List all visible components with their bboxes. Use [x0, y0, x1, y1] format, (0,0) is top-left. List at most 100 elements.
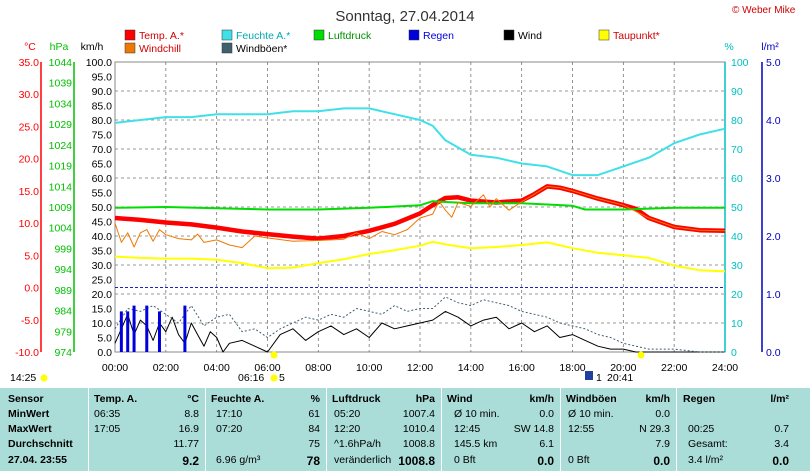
windboeen-time: Ø 10 min.	[568, 408, 614, 420]
feuchte-time: 6.96 g/m³	[216, 454, 261, 466]
sunrise-time-label: 06:16	[238, 372, 264, 384]
rain-bar	[119, 311, 123, 352]
x-tick-label: 20:00	[610, 362, 636, 374]
series-line-wind	[114, 310, 725, 353]
temp-time: 17:05	[94, 423, 121, 435]
percent-tick-label: 60	[731, 173, 743, 185]
windboeen-value: N 29.3	[639, 423, 670, 435]
luftdruck-value: 1008.8	[402, 438, 435, 450]
feuchte-value: 61	[308, 408, 320, 420]
kmh-tick-label: 20.0	[92, 289, 113, 301]
moon-phase-label: 5	[279, 372, 285, 384]
hpa-tick-label: 1029	[49, 119, 73, 131]
hpa-tick-label: 989	[54, 285, 72, 297]
kmh-tick-label: 65.0	[92, 159, 113, 171]
celsius-tick-label: 5.0	[24, 250, 39, 262]
row-label: MaxWert	[8, 423, 52, 435]
hpa-tick-label: 1044	[49, 57, 73, 69]
wind-time: Ø 10 min.	[454, 408, 500, 420]
sunset-icon	[637, 351, 645, 359]
percent-tick-label: 70	[731, 144, 743, 156]
kmh-tick-label: 0.0	[97, 347, 112, 359]
legend-swatch	[221, 42, 233, 54]
temp-value: 9.2	[182, 454, 199, 468]
rain-bar	[126, 311, 130, 352]
percent-tick-label: 50	[731, 202, 743, 214]
statistics-table	[0, 388, 810, 471]
sun-icon	[40, 374, 48, 382]
celsius-tick-label: -5.0	[21, 315, 39, 327]
luftdruck-time: 05:20	[334, 408, 361, 420]
windboeen-time: 12:55	[568, 423, 595, 435]
kmh-tick-label: 10.0	[92, 318, 113, 330]
header-luftdruck-unit: hPa	[415, 393, 435, 405]
rain-tick-label: 1.0	[766, 289, 781, 301]
x-tick-label: 06:00	[254, 362, 280, 374]
x-tick-label: 10:00	[356, 362, 382, 374]
kmh-tick-label: 35.0	[92, 246, 113, 258]
moonrise-marker-label: 1	[596, 372, 602, 384]
regen-value: 0.7	[774, 423, 789, 435]
header-wind-unit: km/h	[529, 393, 554, 405]
celsius-tick-label: 15.0	[19, 186, 40, 198]
series-line-windchill	[114, 185, 726, 249]
x-tick-label: 04:00	[204, 362, 230, 374]
series-line-feuchte-a	[114, 107, 726, 177]
hpa-tick-label: 994	[54, 264, 72, 276]
header-windboeen-unit: km/h	[645, 393, 670, 405]
sunrise-icon	[270, 351, 278, 359]
legend-swatch	[408, 29, 420, 41]
column-separator	[88, 388, 89, 471]
hpa-tick-label: 984	[54, 306, 72, 318]
kmh-tick-label: 70.0	[92, 144, 113, 156]
wind-value: 0.0	[537, 454, 554, 468]
rain-tick-label: 5.0	[766, 57, 781, 69]
kmh-tick-label: 45.0	[92, 217, 113, 229]
wind-value: 0.0	[539, 408, 554, 420]
wind-value: 6.1	[539, 438, 554, 450]
kmh-tick-label: 40.0	[92, 231, 113, 243]
percent-tick-label: 80	[731, 115, 743, 127]
x-tick-label: 00:00	[102, 362, 128, 374]
hpa-tick-label: 979	[54, 326, 72, 338]
rain-tick-label: 4.0	[766, 115, 781, 127]
kmh-tick-label: 100.0	[86, 57, 112, 69]
celsius-tick-label: 30.0	[19, 89, 40, 101]
header-sensor: Sensor	[8, 393, 44, 405]
legend-label: Windchill	[139, 43, 181, 55]
percent-tick-label: 30	[731, 260, 743, 272]
percent-tick-label: 100	[731, 57, 749, 69]
celsius-tick-label: 25.0	[19, 121, 40, 133]
kmh-tick-label: 90.0	[92, 86, 113, 98]
x-tick-label: 18:00	[559, 362, 585, 374]
rain-bar	[132, 305, 136, 352]
percent-tick-label: 0	[731, 347, 737, 359]
kmh-tick-label: 5.0	[97, 333, 112, 345]
temp-value: 16.9	[178, 423, 199, 435]
feuchte-time: 07:20	[216, 423, 243, 435]
plot-area: °C hPa km/h% l/m²35.030.025.020.015.010.05.…	[10, 29, 781, 384]
hpa-tick-label: 1004	[49, 223, 73, 235]
weather-chart: Sonntag, 27.04.2014 © Weber Mike °C hPa km…	[10, 5, 796, 384]
x-tick-label: 08:00	[305, 362, 331, 374]
feuchte-value: 75	[308, 438, 320, 450]
hpa-tick-label: 1014	[49, 181, 73, 193]
luftdruck-time: ^1.6hPa/h	[334, 438, 381, 450]
x-tick-label: 02:00	[153, 362, 179, 374]
percent-tick-label: 90	[731, 86, 743, 98]
legend-label: Regen	[423, 30, 454, 42]
kmh-tick-label: 60.0	[92, 173, 113, 185]
kmh-tick-label: 95.0	[92, 72, 113, 84]
series-line-taupunkt	[114, 240, 726, 273]
x-tick-label: 16:00	[509, 362, 535, 374]
percent-tick-label: 10	[731, 318, 743, 330]
regen-time: 00:25	[688, 423, 715, 435]
hpa-tick-label: 1024	[49, 140, 73, 152]
feuchte-value: 78	[306, 454, 320, 468]
column-separator	[676, 388, 677, 471]
chart-title: Sonntag, 27.04.2014	[335, 8, 474, 25]
legend-label: Wind	[518, 30, 542, 42]
temp-value: 8.8	[184, 408, 199, 420]
column-separator	[205, 388, 206, 471]
row-label: 27.04. 23:55	[8, 454, 67, 466]
